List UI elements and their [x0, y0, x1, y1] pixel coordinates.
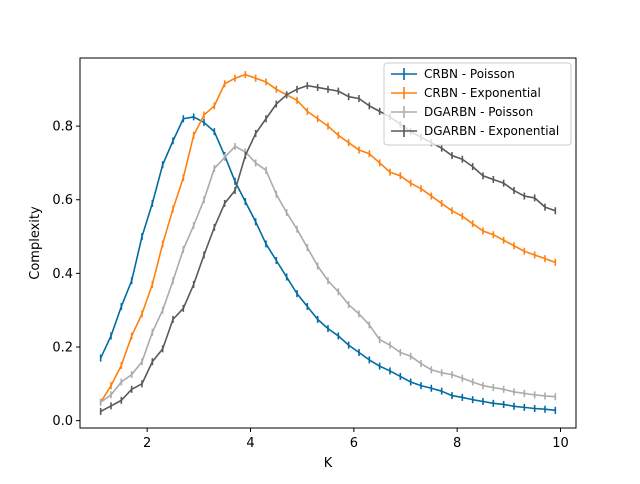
x-tick-label: 2	[143, 436, 151, 451]
legend-entry: DGARBN - Exponential	[391, 124, 559, 138]
x-axis-label: K	[324, 456, 333, 471]
legend-entry: CRBN - Exponential	[391, 86, 541, 100]
series-dgarbn-poisson	[99, 142, 557, 406]
legend-label: CRBN - Poisson	[424, 67, 515, 81]
y-tick-label: 0.2	[52, 341, 73, 356]
x-tick-label: 6	[350, 436, 358, 451]
series-layer	[99, 71, 557, 415]
x-tick-label: 10	[552, 436, 569, 451]
series-crbn-poisson	[99, 113, 557, 414]
x-axis-ticks: 2 4 6 8 10	[143, 428, 569, 451]
y-tick-label: 0.6	[52, 193, 73, 208]
plot-frame	[79, 57, 577, 429]
x-tick-label: 4	[246, 436, 254, 451]
y-axis-label: Complexity	[28, 206, 43, 280]
y-axis-ticks: 0.0 0.2 0.4 0.6 0.8	[52, 120, 80, 429]
legend-label: DGARBN - Poisson	[424, 105, 533, 119]
y-tick-label: 0.0	[52, 414, 73, 429]
legend-entry: CRBN - Poisson	[391, 67, 515, 81]
legend-entry: DGARBN - Poisson	[391, 105, 533, 119]
y-tick-label: 0.8	[52, 120, 73, 135]
y-tick-label: 0.4	[52, 267, 73, 282]
legend-frame	[383, 62, 572, 146]
legend-label: DGARBN - Exponential	[424, 124, 559, 138]
legend: CRBN - Poisson CRBN - Exponential DGARBN -…	[383, 62, 572, 146]
legend-label: CRBN - Exponential	[424, 86, 541, 100]
x-tick-label: 8	[453, 436, 461, 451]
legend-entries: CRBN - Poisson CRBN - Exponential DGARBN -…	[391, 67, 559, 138]
